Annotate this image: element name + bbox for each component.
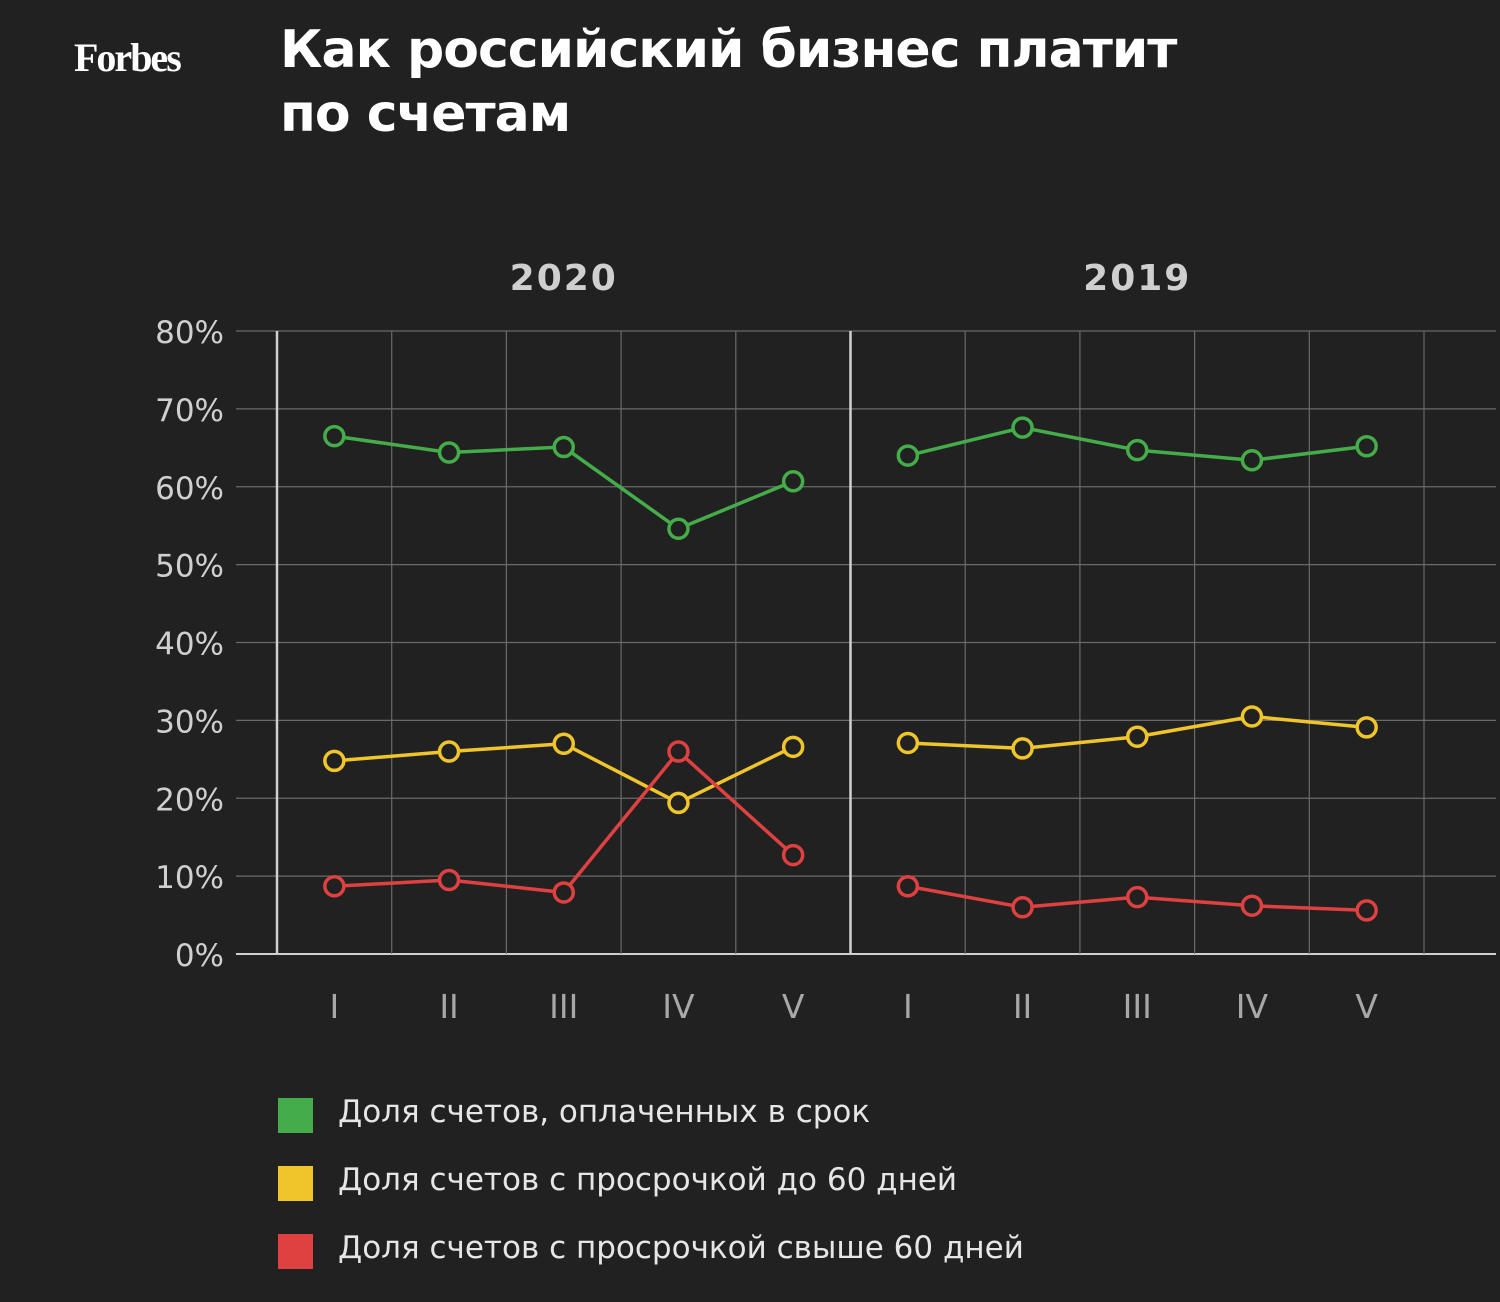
data-point-2020-1-0 bbox=[323, 749, 346, 773]
grid bbox=[236, 330, 1496, 955]
data-point-2019-1-0 bbox=[896, 731, 920, 755]
y-tick-label: 20% bbox=[155, 782, 224, 818]
data-point-2019-1-2 bbox=[1126, 725, 1149, 748]
legend-label-overdue-60: Доля счетов с просрочкой до 60 дней bbox=[338, 1162, 958, 1198]
series-line-2020-2 bbox=[334, 749, 795, 895]
x-tick-label: II bbox=[439, 987, 458, 1026]
x-tick-label: V bbox=[1355, 987, 1378, 1026]
panel-label-2020: 2020 bbox=[510, 258, 618, 299]
data-point-2020-2-0 bbox=[323, 874, 346, 898]
x-tick-label: I bbox=[329, 987, 339, 1026]
legend-swatch-green bbox=[278, 1098, 313, 1133]
x-tick-label: III bbox=[549, 987, 578, 1026]
data-point-2020-2-2 bbox=[552, 881, 575, 904]
data-point-2019-2-2 bbox=[1126, 885, 1149, 909]
legend-swatch-red bbox=[278, 1234, 313, 1269]
data-point-2020-0-4 bbox=[781, 470, 805, 493]
legend-swatch-yellow bbox=[278, 1166, 313, 1201]
forbes-logo: Forbes bbox=[74, 35, 182, 80]
data-point-2020-1-4 bbox=[781, 735, 805, 759]
data-point-2019-0-2 bbox=[1126, 438, 1149, 462]
x-tick-label: IV bbox=[662, 987, 695, 1026]
data-point-2020-1-3 bbox=[667, 791, 690, 815]
data-point-2019-0-1 bbox=[1011, 416, 1034, 439]
y-tick-label: 70% bbox=[155, 393, 224, 429]
y-tick-label: 0% bbox=[175, 938, 224, 974]
data-point-2019-0-4 bbox=[1355, 435, 1378, 458]
data-point-2020-2-4 bbox=[781, 843, 805, 867]
y-tick-label: 50% bbox=[155, 549, 224, 585]
panel-label-2019: 2019 bbox=[1083, 258, 1191, 299]
data-point-2020-1-2 bbox=[552, 732, 575, 755]
data-point-2020-0-0 bbox=[323, 424, 346, 448]
data-point-2019-1-3 bbox=[1240, 705, 1264, 728]
data-point-2019-1-1 bbox=[1011, 737, 1034, 760]
data-point-2020-0-2 bbox=[552, 435, 575, 459]
x-tick-label: IV bbox=[1236, 987, 1269, 1026]
y-tick-label: 80% bbox=[155, 315, 224, 351]
data-point-2020-2-1 bbox=[437, 868, 461, 892]
data-point-2019-2-4 bbox=[1355, 899, 1378, 922]
data-point-2019-2-0 bbox=[896, 874, 920, 898]
data-point-2020-2-3 bbox=[667, 740, 690, 763]
data-point-2019-2-3 bbox=[1240, 894, 1264, 917]
data-point-2020-0-1 bbox=[437, 441, 461, 464]
x-tick-label: I bbox=[903, 987, 913, 1026]
y-tick-label: 10% bbox=[155, 860, 224, 896]
axes bbox=[275, 331, 852, 954]
data-point-2020-0-3 bbox=[667, 517, 690, 541]
series bbox=[323, 416, 1378, 922]
x-tick-label: III bbox=[1123, 987, 1152, 1026]
data-point-2019-0-3 bbox=[1240, 449, 1264, 472]
y-tick-label: 30% bbox=[155, 704, 224, 740]
x-tick-label: II bbox=[1013, 987, 1032, 1026]
legend-label-overdue-over-60: Доля счетов с просрочкой свыше 60 дней bbox=[338, 1230, 1024, 1266]
data-point-2020-1-1 bbox=[437, 740, 461, 763]
x-tick-label: V bbox=[782, 987, 805, 1026]
data-point-2019-0-0 bbox=[896, 444, 920, 467]
y-tick-label: 60% bbox=[155, 471, 224, 507]
y-tick-label: 40% bbox=[155, 627, 224, 663]
data-point-2019-1-4 bbox=[1355, 716, 1378, 739]
data-point-2019-2-1 bbox=[1011, 896, 1034, 919]
chart-title: Как российский бизнес платит по счетам bbox=[280, 20, 1177, 144]
legend-label-on-time: Доля счетов, оплаченных в срок bbox=[338, 1094, 871, 1130]
